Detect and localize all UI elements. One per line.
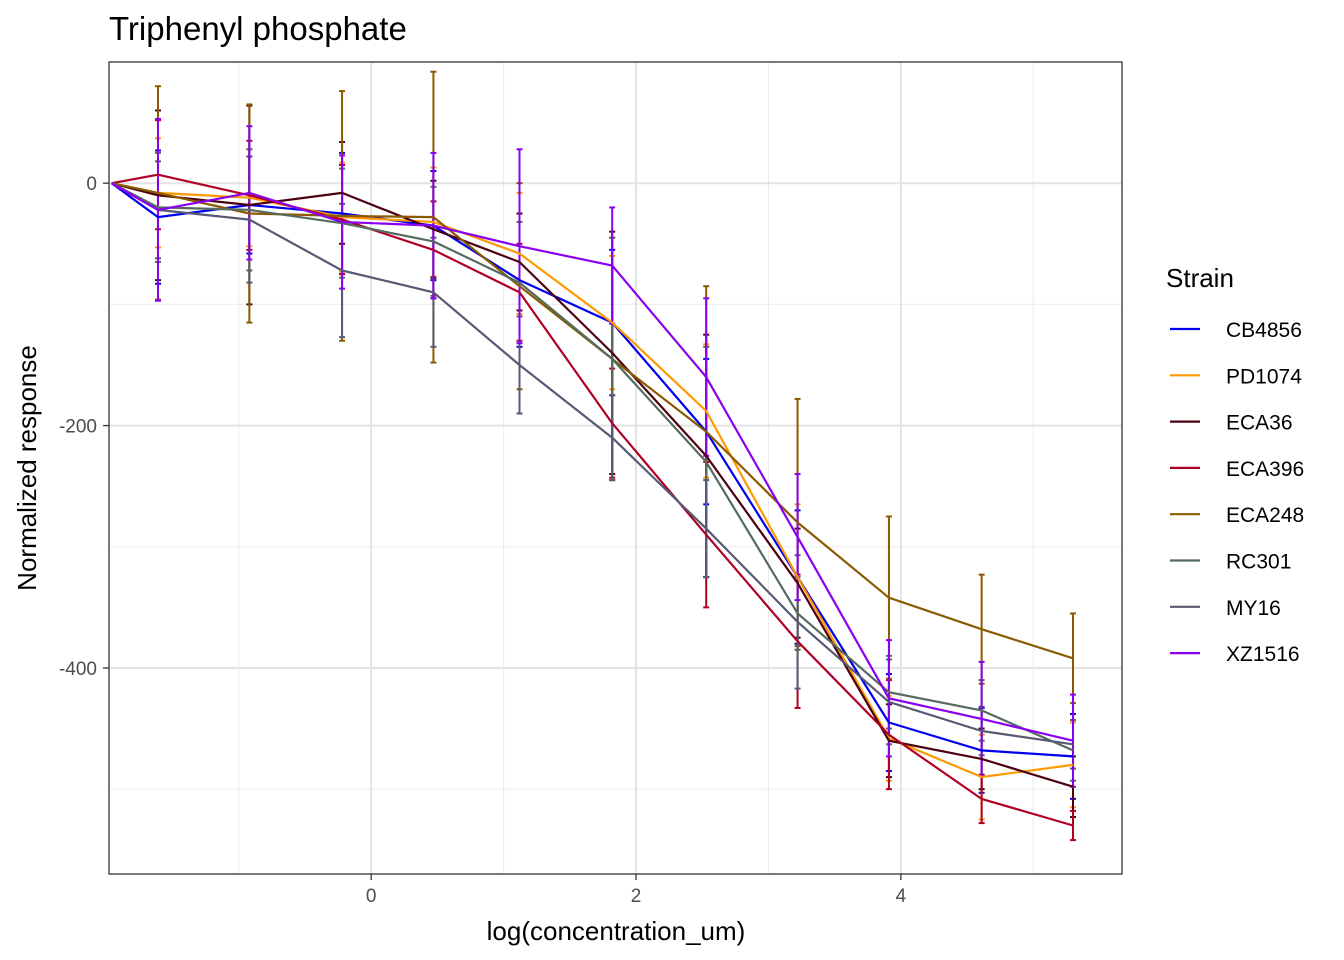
legend-label: RC301 [1226,551,1291,574]
series-line-my16 [111,182,1074,746]
legend-item-my16: MY16 [1170,597,1281,620]
legend-label: ECA36 [1226,412,1293,435]
chart-title: Triphenyl phosphate [109,10,407,47]
legend-item-cb4856: CB4856 [1170,319,1302,342]
grid-major [109,62,1122,874]
legend-label: CB4856 [1226,319,1302,342]
x-tick-label: 0 [366,886,377,907]
legend-title: Strain [1166,263,1234,293]
series-line-eca396 [111,173,1074,827]
x-axis-title: log(concentration_um) [487,916,746,946]
series-line-rc301 [111,182,1074,752]
series-line-eca36 [111,182,1074,788]
legend-label: ECA248 [1226,504,1304,527]
legend-item-eca396: ECA396 [1170,458,1304,481]
series-line-xz1516 [111,182,1074,742]
y-axis-ticks: 0 -200 -400 [59,174,109,680]
legend-label: PD1074 [1226,365,1302,388]
errorbar-eca396 [1070,809,1077,842]
panel-border [108,61,1123,875]
legend-item-xz1516: XZ1516 [1170,643,1300,666]
y-tick-label: -400 [59,659,97,680]
legend-label: MY16 [1226,597,1281,620]
legend-item-rc301: RC301 [1170,551,1291,574]
panel-background [109,62,1122,874]
legend-label: ECA396 [1226,458,1304,481]
series-line-cb4856 [110,182,1074,758]
legend-label: XZ1516 [1226,643,1300,666]
y-axis-title: Normalized response [12,345,42,591]
legend-item-eca36: ECA36 [1170,412,1293,435]
legend-item-pd1074: PD1074 [1170,365,1302,388]
x-axis-ticks: 0 2 4 [366,874,907,907]
series-lines [110,173,1074,827]
legend: Strain CB4856 PD1074 ECA36 ECA396 ECA248 RC30… [1166,263,1304,666]
y-tick-label: 0 [86,174,97,195]
legend-item-eca248: ECA248 [1170,504,1304,527]
x-tick-label: 2 [631,886,642,907]
y-tick-label: -200 [59,417,97,438]
x-tick-label: 4 [896,886,907,907]
